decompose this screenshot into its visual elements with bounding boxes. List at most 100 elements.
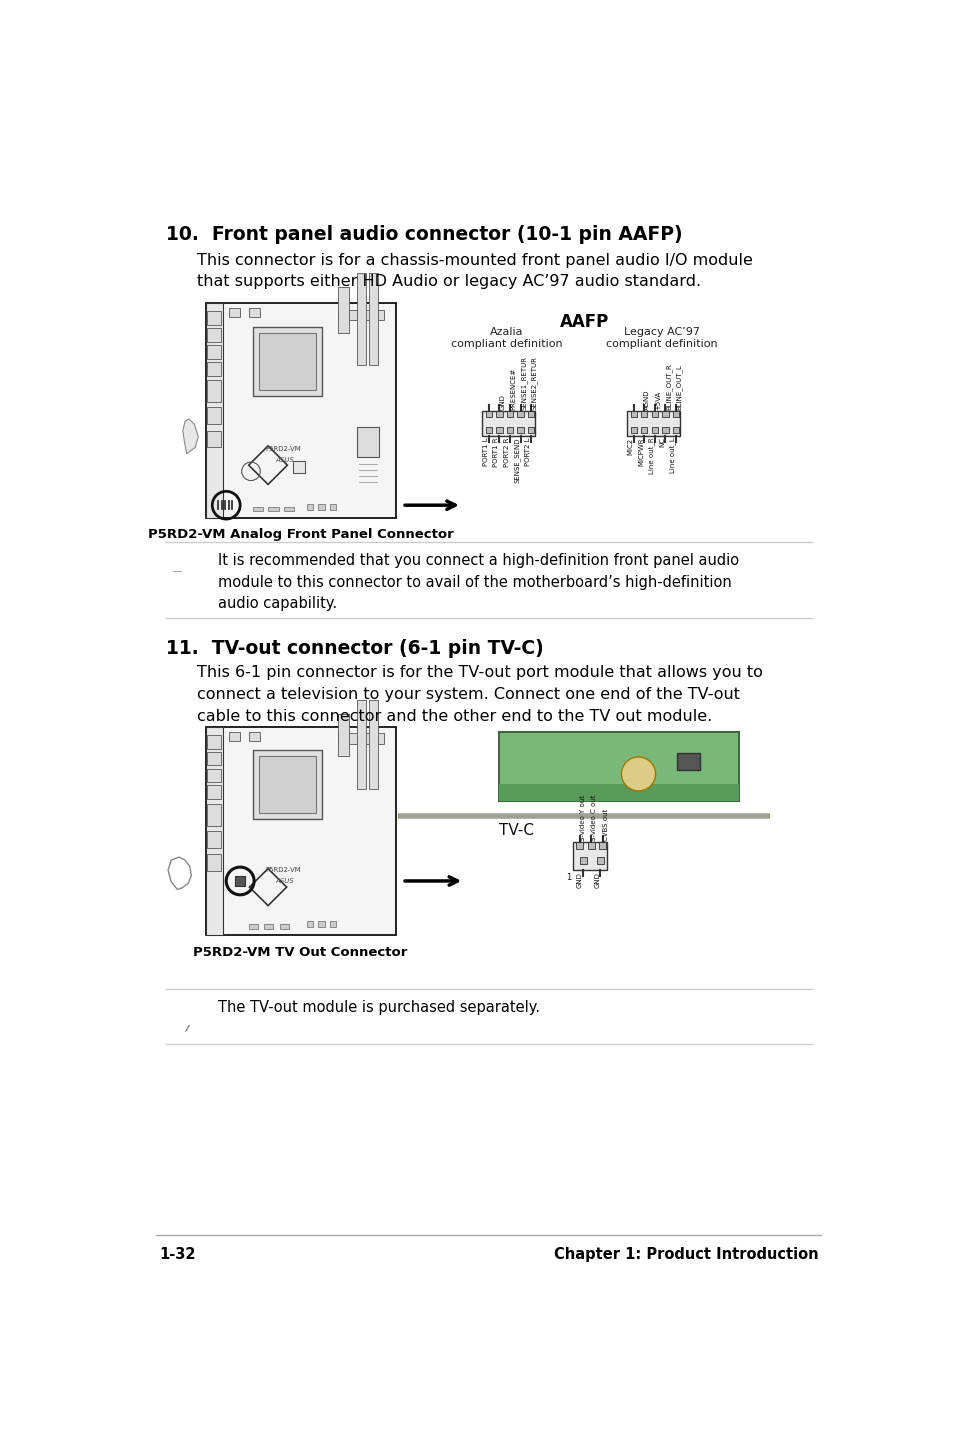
Text: MICPWR: MICPWR: [638, 437, 643, 466]
Bar: [527, 411, 534, 417]
Bar: [207, 752, 220, 765]
Bar: [268, 506, 278, 512]
Bar: [626, 411, 679, 436]
Text: +5VA: +5VA: [655, 391, 660, 410]
Bar: [337, 733, 384, 743]
Text: PORT2 R: PORT2 R: [503, 437, 510, 467]
Bar: [356, 427, 378, 457]
Text: 11.  TV-out connector (6-1 pin TV-C): 11. TV-out connector (6-1 pin TV-C): [166, 638, 543, 659]
Text: MIC2: MIC2: [627, 437, 633, 454]
Bar: [572, 843, 606, 870]
Polygon shape: [183, 418, 198, 453]
Bar: [207, 430, 220, 447]
Bar: [498, 732, 739, 801]
Text: PORT1 R: PORT1 R: [493, 437, 499, 467]
Bar: [235, 876, 245, 886]
Bar: [206, 303, 223, 518]
Text: 1: 1: [565, 873, 571, 883]
Text: Chapter 1: Product Introduction: Chapter 1: Product Introduction: [553, 1248, 818, 1263]
Bar: [506, 427, 513, 433]
Bar: [661, 411, 668, 417]
Bar: [283, 506, 294, 512]
Text: It is recommended that you connect a high-definition front panel audio
module to: It is recommended that you connect a hig…: [218, 554, 739, 611]
Bar: [264, 925, 274, 929]
Bar: [253, 326, 322, 395]
Bar: [576, 843, 583, 850]
Bar: [330, 920, 335, 928]
Text: Legacy AC’97
compliant definition: Legacy AC’97 compliant definition: [605, 326, 717, 349]
Bar: [630, 411, 637, 417]
Bar: [249, 925, 257, 929]
Bar: [293, 460, 305, 473]
Bar: [630, 427, 637, 433]
Bar: [207, 804, 220, 825]
Bar: [587, 843, 595, 850]
Text: GND: GND: [499, 394, 505, 410]
Bar: [640, 427, 647, 433]
Bar: [579, 857, 586, 864]
Bar: [307, 503, 313, 510]
Bar: [356, 273, 366, 365]
Text: GND: GND: [594, 871, 599, 887]
Bar: [249, 732, 259, 741]
Text: BLINE_OUT_L: BLINE_OUT_L: [676, 364, 682, 410]
Text: ASUS: ASUS: [275, 457, 294, 463]
Bar: [249, 308, 259, 318]
Text: P5RD2-VM: P5RD2-VM: [265, 867, 301, 873]
Bar: [369, 700, 377, 788]
Text: Line out_L: Line out_L: [669, 437, 676, 473]
Bar: [672, 411, 679, 417]
Bar: [258, 756, 315, 814]
Text: This connector is for a chassis-mounted front panel audio I/O module
that suppor: This connector is for a chassis-mounted …: [196, 253, 752, 289]
Bar: [481, 411, 534, 436]
Bar: [506, 411, 513, 417]
Bar: [207, 854, 220, 871]
Bar: [207, 407, 220, 424]
Text: SENSE_SEND: SENSE_SEND: [514, 437, 520, 483]
Text: 10.  Front panel audio connector (10-1 pin AAFP): 10. Front panel audio connector (10-1 pi…: [166, 224, 681, 244]
Bar: [598, 843, 605, 850]
Bar: [258, 332, 315, 390]
Bar: [318, 920, 324, 928]
Text: ASUS: ASUS: [275, 877, 294, 884]
Bar: [517, 411, 523, 417]
Bar: [229, 732, 240, 741]
Text: NC: NC: [659, 437, 665, 447]
Bar: [207, 768, 220, 782]
Text: AAFP: AAFP: [559, 312, 608, 331]
Bar: [206, 728, 395, 935]
Bar: [207, 831, 220, 848]
Bar: [369, 273, 377, 365]
Text: Line out_R: Line out_R: [647, 437, 655, 475]
Bar: [496, 411, 502, 417]
Bar: [677, 754, 700, 771]
Bar: [527, 427, 534, 433]
Bar: [207, 362, 220, 375]
Text: SENSE1_RETUR: SENSE1_RETUR: [520, 355, 527, 410]
Bar: [498, 784, 739, 801]
Text: Azalia
compliant definition: Azalia compliant definition: [451, 326, 562, 349]
Text: BLINE_OUT_R: BLINE_OUT_R: [665, 362, 672, 410]
Bar: [651, 427, 658, 433]
Bar: [517, 427, 523, 433]
Bar: [206, 303, 395, 518]
Bar: [253, 506, 263, 512]
Bar: [330, 503, 335, 510]
Bar: [596, 857, 603, 864]
Bar: [206, 728, 223, 935]
Text: P5RD2-VM: P5RD2-VM: [265, 446, 301, 452]
Text: S-video C out: S-video C out: [591, 794, 597, 841]
Text: S-video Y out: S-video Y out: [579, 795, 585, 841]
Bar: [337, 286, 348, 332]
Text: PORT2 L: PORT2 L: [524, 437, 531, 466]
Bar: [640, 411, 647, 417]
Text: The TV-out module is purchased separately.: The TV-out module is purchased separatel…: [218, 1001, 540, 1015]
Bar: [661, 427, 668, 433]
Bar: [672, 427, 679, 433]
Bar: [207, 735, 220, 749]
Text: P5RD2-VM Analog Front Panel Connector: P5RD2-VM Analog Front Panel Connector: [148, 528, 453, 541]
Text: PRESENCE#: PRESENCE#: [510, 368, 516, 410]
Circle shape: [620, 756, 655, 791]
Bar: [307, 920, 313, 928]
Bar: [485, 427, 492, 433]
